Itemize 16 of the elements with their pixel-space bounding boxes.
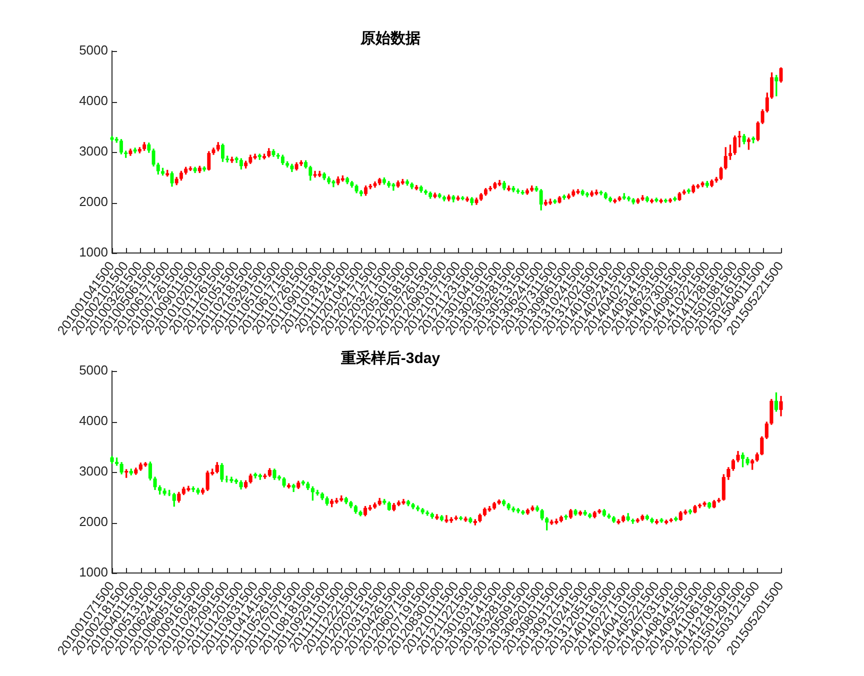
y-tick-label: 2000	[79, 194, 108, 210]
y-tick-label: 1000	[79, 564, 108, 580]
candlestick	[738, 130, 742, 148]
y-tick-label: 1000	[79, 244, 108, 260]
chart-title: 原始数据	[360, 30, 420, 48]
candlestick	[454, 516, 458, 520]
y-tick-label: 4000	[79, 413, 108, 428]
chart-title: 重采样后-3day	[340, 350, 441, 368]
y-tick-label: 3000	[79, 144, 108, 159]
y-tick-label: 5000	[79, 42, 108, 58]
candlestick	[564, 514, 568, 520]
y-tick-label: 4000	[79, 93, 108, 108]
y-tick-label: 5000	[79, 362, 108, 378]
y-tick-label: 3000	[79, 464, 108, 479]
candlestick	[599, 190, 603, 196]
y-tick-label: 2000	[79, 514, 108, 530]
